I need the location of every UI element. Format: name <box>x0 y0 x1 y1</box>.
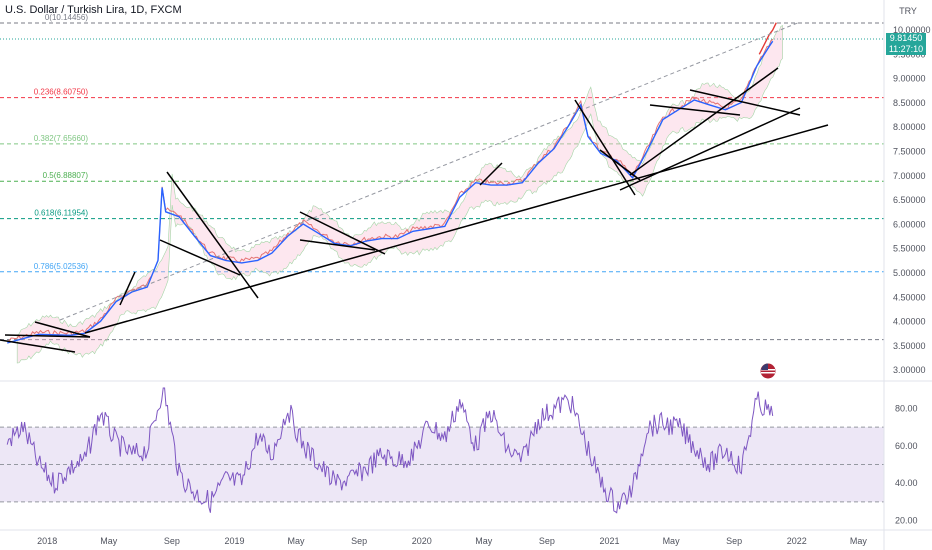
price-tick-label: 8.50000 <box>893 98 926 108</box>
time-tick-label: 2022 <box>787 536 807 546</box>
price-tick-label: 7.00000 <box>893 171 926 181</box>
fib-level-label: 0.236(8.60750) <box>34 88 89 97</box>
time-tick-label: May <box>850 536 868 546</box>
rsi-tick-label: 20.00 <box>895 516 918 526</box>
rsi-tick-label: 80.00 <box>895 403 918 413</box>
time-tick-label: May <box>100 536 118 546</box>
price-tick-label: 10.00000 <box>893 25 931 35</box>
trend-line <box>0 339 76 353</box>
trend-line <box>619 107 801 191</box>
price-tick-label: 3.50000 <box>893 341 926 351</box>
price-tick-label: 9.00000 <box>893 74 926 84</box>
trend-line <box>34 321 91 338</box>
us-flag-icon[interactable] <box>760 363 776 379</box>
time-tick-label: May <box>475 536 493 546</box>
price-tick-label: 8.00000 <box>893 122 926 132</box>
fib-level-label: 0.786(5.02536) <box>34 262 89 271</box>
price-tick-label: 5.00000 <box>893 268 926 278</box>
time-tick-label: 2018 <box>37 536 57 546</box>
time-tick-label: May <box>663 536 681 546</box>
fib-level-label: 0.5(6.88807) <box>43 171 89 180</box>
price-tick-label: 4.00000 <box>893 317 926 327</box>
trend-line <box>166 171 259 299</box>
ichimoku-cloud <box>16 25 783 364</box>
price-tick-label: 4.50000 <box>893 292 926 302</box>
fib-level-label: 0(10.14456) <box>45 13 88 22</box>
rsi-line <box>6 387 774 514</box>
time-tick-label: Sep <box>539 536 555 546</box>
trend-line <box>119 271 136 306</box>
price-tick-label: 5.50000 <box>893 244 926 254</box>
price-tick-label: 6.00000 <box>893 219 926 229</box>
rsi-tick-label: 40.00 <box>895 478 918 488</box>
trend-line <box>84 124 829 334</box>
time-tick-label: 2020 <box>412 536 432 546</box>
last-price-tag: 9.81450 <box>886 33 926 44</box>
time-tick-label: Sep <box>726 536 742 546</box>
channel-line <box>59 21 801 321</box>
time-tick-label: Sep <box>164 536 180 546</box>
trend-line <box>479 162 503 186</box>
rsi-tick-label: 60.00 <box>895 441 918 451</box>
trend-line <box>649 104 741 116</box>
time-tick-label: 2021 <box>599 536 619 546</box>
trend-line <box>4 334 91 338</box>
time-tick-label: May <box>288 536 306 546</box>
price-series-line <box>7 40 774 344</box>
chart-title: U.S. Dollar / Turkish Lira, 1D, FXCM <box>5 4 182 16</box>
trend-line <box>629 67 779 176</box>
bar-countdown-tag: 11:27:10 <box>886 44 926 55</box>
trend-line <box>689 89 801 116</box>
price-tick-label: 6.50000 <box>893 195 926 205</box>
price-tick-label: 3.00000 <box>893 365 926 375</box>
time-tick-label: 2019 <box>224 536 244 546</box>
fib-level-label: 0.618(6.11954) <box>34 209 88 218</box>
price-tick-label: 7.50000 <box>893 147 926 157</box>
fib-level-label: 0.382(7.65660) <box>34 134 89 143</box>
trend-line <box>574 99 636 196</box>
trend-line <box>599 149 641 181</box>
time-tick-label: Sep <box>351 536 367 546</box>
trend-line <box>299 239 376 251</box>
trend-line <box>159 239 241 276</box>
currency-label: TRY <box>899 6 917 16</box>
trend-line <box>299 211 386 255</box>
